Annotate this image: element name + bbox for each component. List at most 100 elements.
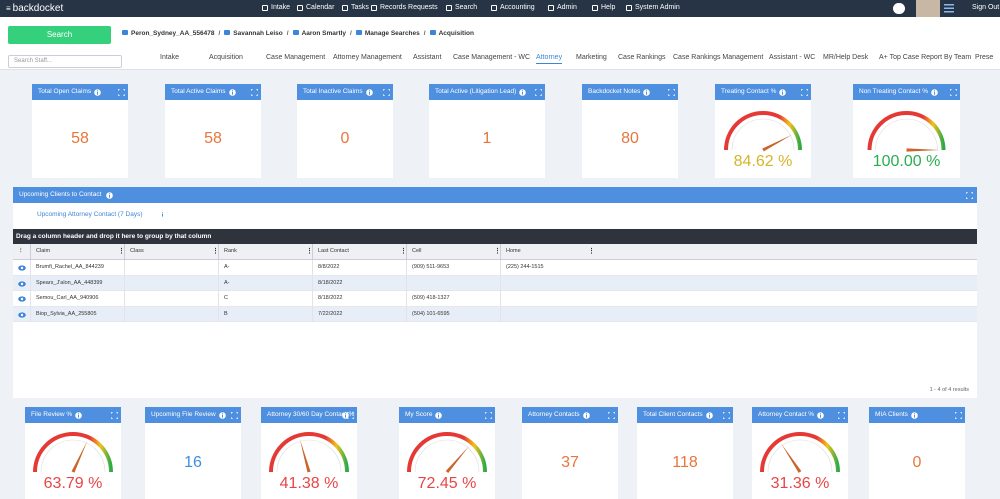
widget-title: Total Client Contacts [643, 411, 703, 418]
column-menu[interactable]: ⋮ [118, 248, 125, 255]
grid-cell: 8/18/2022 [312, 291, 406, 306]
tab[interactable]: Marketing [576, 54, 607, 61]
nav-item[interactable]: Records Requests [380, 4, 438, 11]
expand-icon[interactable] [723, 411, 730, 419]
gauge [867, 111, 946, 152]
info-dot [646, 89, 648, 91]
column-header[interactable]: Rank [218, 244, 312, 260]
notifications-icon[interactable] [893, 3, 905, 14]
widget-card: Total Active Claims 58 [165, 84, 261, 178]
nav-item[interactable]: Tasks [351, 4, 369, 11]
widget-card: Non Treating Contact % 100.00 % [853, 84, 960, 178]
tab[interactable]: Case Management [266, 54, 326, 61]
nav-item[interactable]: System Admin [635, 4, 680, 11]
breadcrumb[interactable]: Acquisition [438, 30, 474, 37]
column-header[interactable]: Class [124, 244, 218, 260]
column-header[interactable]: Home [500, 244, 594, 260]
grid-cell [406, 275, 500, 291]
column-menu[interactable]: ⋮ [212, 248, 219, 255]
info-bar [913, 414, 915, 418]
expand-glyph [955, 411, 962, 419]
column-menu[interactable]: ⋮ [494, 248, 501, 255]
info-bar [708, 414, 710, 418]
gauge [407, 432, 487, 474]
widget-header: My Score [399, 407, 495, 423]
nav-item[interactable]: Calendar [306, 4, 335, 11]
column-menu[interactable]: ⋮ [588, 248, 595, 255]
tab[interactable]: Acquisition [209, 54, 243, 61]
search-button[interactable]: Search [8, 26, 111, 44]
grid-cell [124, 306, 218, 322]
logo[interactable]: ≡ backdocket [6, 3, 64, 14]
tab[interactable]: Intake [160, 54, 180, 61]
expand-icon[interactable] [955, 411, 962, 419]
tab[interactable]: Assistant [413, 54, 442, 61]
grid-cell: (225) 244-1515 [500, 260, 594, 275]
upcoming-title: Upcoming Clients to Contact [19, 191, 102, 198]
breadcrumb[interactable]: Aaron Smartly [301, 30, 347, 37]
expand-icon[interactable] [535, 88, 542, 96]
column-header[interactable]: Claim [30, 244, 124, 260]
widget-card: Total Open Claims 58 [32, 84, 128, 178]
info-dot [345, 412, 346, 414]
menu-icon[interactable] [944, 4, 954, 13]
upcoming-link[interactable]: Upcoming Attorney Contact (7 Days) [37, 211, 143, 218]
tab[interactable]: Attorney [536, 54, 563, 64]
column-header[interactable]: Cell [406, 244, 500, 260]
expand-icon[interactable] [966, 192, 973, 199]
expand-icon[interactable] [231, 411, 238, 419]
gauge-arc [33, 432, 113, 473]
view-icon[interactable] [18, 311, 26, 318]
expand-icon[interactable] [383, 88, 390, 96]
grid-header: ⋮ Claim ⋮ Class ⋮ Rank ⋮ Last Contact ⋮ Cell ⋮ Home… [13, 244, 977, 260]
logo-text: backdocket [12, 3, 64, 14]
grid-cell [124, 275, 218, 291]
widget-title: MIA Clients [875, 411, 908, 418]
expand-icon[interactable] [251, 88, 258, 96]
nav-item[interactable]: Intake [271, 4, 291, 11]
view-icon[interactable] [18, 280, 26, 287]
nav-item[interactable]: Help [601, 4, 616, 11]
tab[interactable]: MR/Help Desk [823, 54, 869, 61]
widget-header: Upcoming File Review [145, 407, 241, 423]
info-bar [231, 91, 233, 95]
tab[interactable]: A+ Top Case Report By Team [879, 54, 972, 61]
info-dot [708, 412, 710, 414]
expand-icon[interactable] [668, 88, 675, 96]
info-dot [97, 89, 99, 91]
info-icon [817, 411, 824, 419]
info-dot [109, 193, 110, 195]
gauge-label: 72.45 % [417, 475, 477, 492]
gauge-label: 84.62 % [733, 153, 793, 170]
tab[interactable]: Attorney Management [333, 54, 402, 61]
sign-out[interactable]: Sign Out [972, 4, 1000, 11]
info-icon [435, 411, 443, 419]
gauge-needle [71, 441, 88, 473]
tab[interactable]: Case Rankings [618, 54, 666, 61]
tab[interactable]: Case Management - WC [453, 54, 531, 61]
nav-item[interactable]: Accounting [500, 4, 535, 11]
breadcrumb[interactable]: Savannah Leiso [233, 30, 283, 37]
nav-item[interactable]: Search [455, 4, 478, 11]
tab[interactable]: Assistant - WC [769, 54, 816, 61]
column-menu[interactable]: ⋮ [400, 248, 407, 255]
expand-icon[interactable] [608, 411, 615, 419]
expand-icon[interactable] [118, 88, 125, 96]
breadcrumb[interactable]: Manage Searches [364, 30, 420, 37]
column-header[interactable]: Last Contact [312, 244, 406, 260]
gauge-inner-arc [414, 439, 480, 473]
gauge-label: 100.00 % [872, 153, 941, 170]
column-menu[interactable]: ⋮ [306, 248, 313, 255]
search-staff-input[interactable]: Search Staff... [8, 55, 122, 68]
breadcrumb-icon [292, 30, 299, 35]
widget-header: Total Active (Litigation Lead) [429, 84, 545, 100]
view-icon[interactable] [18, 265, 26, 271]
tab[interactable]: Prese [975, 54, 994, 61]
nav-item[interactable]: Admin [557, 4, 577, 11]
tab[interactable]: Case Rankings Management [673, 54, 764, 61]
grid-cell: Brumfi_Rachel_AA_844239 [30, 260, 124, 275]
view-icon[interactable] [18, 296, 26, 302]
avatar[interactable] [916, 0, 940, 17]
gauge-label: 63.79 % [43, 475, 103, 492]
breadcrumb[interactable]: Peron_Sydney_AA_556478 [131, 30, 215, 37]
